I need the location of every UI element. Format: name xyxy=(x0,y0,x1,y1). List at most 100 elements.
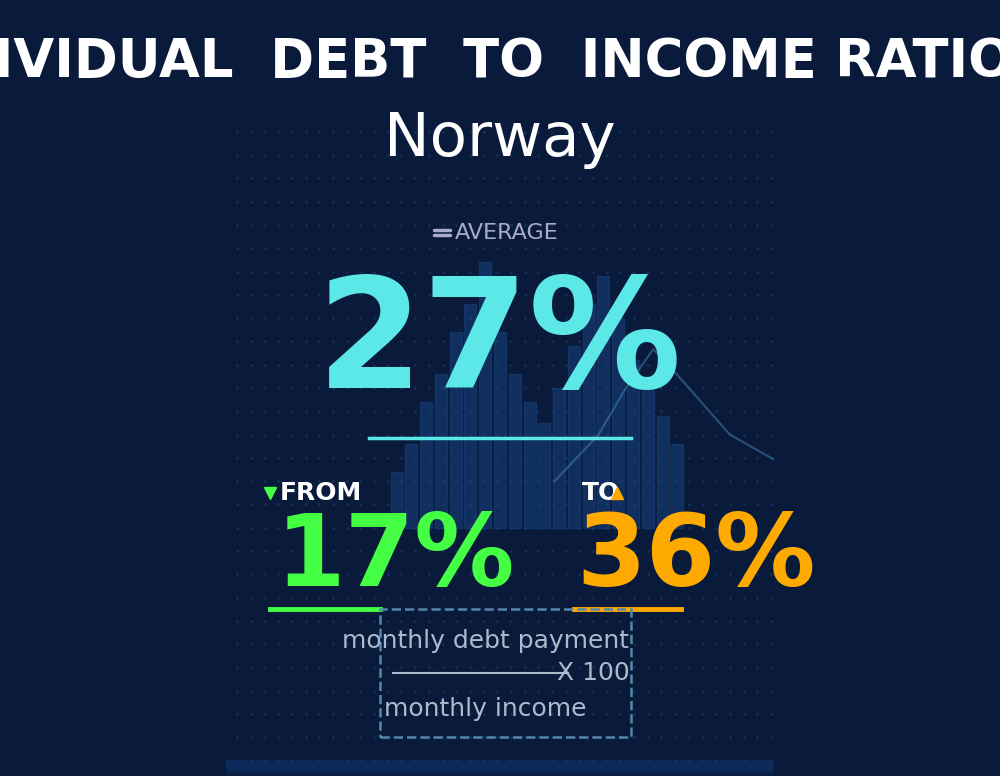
Bar xyxy=(524,402,536,528)
Text: AVERAGE: AVERAGE xyxy=(455,223,559,243)
Bar xyxy=(612,318,624,528)
Bar xyxy=(553,388,565,528)
Bar xyxy=(226,768,774,776)
Bar xyxy=(226,765,774,773)
Text: 36%: 36% xyxy=(577,511,816,607)
Bar xyxy=(226,764,774,772)
Text: 17%: 17% xyxy=(276,511,515,607)
Bar xyxy=(226,768,774,776)
Bar xyxy=(226,761,774,769)
Bar xyxy=(226,764,774,771)
Bar xyxy=(226,765,774,773)
Bar xyxy=(226,764,774,771)
Bar xyxy=(509,374,521,528)
Bar xyxy=(226,764,774,771)
Bar xyxy=(226,767,774,775)
Bar xyxy=(464,304,476,528)
Bar xyxy=(420,402,432,528)
Bar xyxy=(226,764,774,771)
Text: X 100: X 100 xyxy=(557,661,630,685)
Bar xyxy=(226,761,774,769)
Bar xyxy=(226,765,774,773)
Bar xyxy=(226,764,774,772)
Bar xyxy=(597,276,609,528)
Bar xyxy=(226,767,774,775)
Bar xyxy=(226,761,774,769)
Bar xyxy=(657,416,669,528)
Bar xyxy=(226,766,774,774)
Text: monthly debt payment: monthly debt payment xyxy=(342,629,629,653)
Bar xyxy=(226,764,774,771)
Bar xyxy=(226,764,774,771)
Bar xyxy=(226,767,774,775)
Bar xyxy=(226,764,774,771)
Bar xyxy=(226,763,774,771)
Bar xyxy=(226,761,774,769)
Bar xyxy=(226,768,774,776)
Bar xyxy=(450,332,462,528)
Text: Norway: Norway xyxy=(384,110,616,169)
Bar xyxy=(226,766,774,774)
Bar xyxy=(226,768,774,776)
Text: monthly income: monthly income xyxy=(384,697,587,721)
Bar xyxy=(226,767,774,774)
Bar xyxy=(642,388,654,528)
Bar xyxy=(226,764,774,772)
Bar xyxy=(226,763,774,771)
Bar xyxy=(226,767,774,774)
Bar xyxy=(226,764,774,771)
Bar xyxy=(226,767,774,774)
Bar xyxy=(226,764,774,771)
Bar xyxy=(226,761,774,769)
Bar xyxy=(226,767,774,774)
Bar xyxy=(226,762,774,770)
Bar xyxy=(226,767,774,775)
Bar xyxy=(226,765,774,773)
Bar xyxy=(226,762,774,770)
Bar xyxy=(226,764,774,771)
Bar xyxy=(435,374,447,528)
Bar xyxy=(226,762,774,770)
Bar xyxy=(226,760,774,768)
Bar xyxy=(391,472,403,528)
Bar xyxy=(226,767,774,774)
Bar xyxy=(226,768,774,776)
Bar xyxy=(479,262,491,528)
Bar xyxy=(226,763,774,771)
Bar xyxy=(226,764,774,772)
Bar xyxy=(494,332,506,528)
Bar xyxy=(627,360,639,528)
Bar xyxy=(226,765,774,773)
Bar xyxy=(226,767,774,774)
Bar xyxy=(226,761,774,769)
Bar xyxy=(226,767,774,774)
Bar xyxy=(226,767,774,775)
Bar xyxy=(226,768,774,776)
Bar xyxy=(226,767,774,775)
Bar xyxy=(226,767,774,774)
Bar xyxy=(226,766,774,774)
Bar xyxy=(538,423,550,528)
Bar xyxy=(226,760,774,768)
Bar xyxy=(226,764,774,772)
Bar xyxy=(226,762,774,770)
Bar xyxy=(226,765,774,773)
Bar xyxy=(226,762,774,770)
Bar xyxy=(226,766,774,774)
Bar xyxy=(226,762,774,770)
Bar xyxy=(226,764,774,771)
Bar xyxy=(226,764,774,772)
Bar xyxy=(226,767,774,774)
Text: FROM: FROM xyxy=(280,481,362,504)
Bar xyxy=(226,763,774,771)
Bar xyxy=(226,762,774,770)
Bar xyxy=(226,765,774,773)
Bar xyxy=(226,767,774,774)
Bar xyxy=(226,761,774,769)
Bar xyxy=(226,760,774,768)
Bar xyxy=(226,760,774,768)
Bar xyxy=(226,767,774,775)
Bar xyxy=(583,304,595,528)
Bar xyxy=(568,346,580,528)
Bar xyxy=(226,764,774,772)
